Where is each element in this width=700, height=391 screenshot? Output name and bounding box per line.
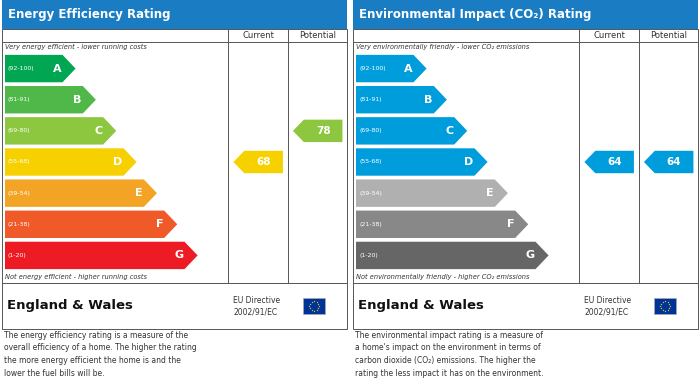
Text: (92-100): (92-100) (8, 66, 34, 71)
Text: F: F (507, 219, 514, 229)
Text: Potential: Potential (299, 31, 336, 40)
Text: Current: Current (242, 31, 274, 40)
Polygon shape (5, 211, 177, 238)
Text: C: C (445, 126, 453, 136)
Text: (21-38): (21-38) (359, 222, 382, 227)
Text: 78: 78 (316, 126, 330, 136)
Text: E: E (486, 188, 493, 198)
Text: (81-91): (81-91) (8, 97, 31, 102)
Polygon shape (356, 86, 447, 113)
Text: Energy Efficiency Rating: Energy Efficiency Rating (8, 8, 171, 21)
Text: E: E (135, 188, 143, 198)
Text: 64: 64 (667, 157, 681, 167)
Text: (39-54): (39-54) (8, 191, 31, 196)
Bar (2, 0, 347, 29)
Polygon shape (644, 151, 694, 173)
Text: (92-100): (92-100) (359, 66, 386, 71)
Text: C: C (94, 126, 102, 136)
Text: B: B (74, 95, 82, 105)
Polygon shape (356, 179, 508, 207)
Text: (55-68): (55-68) (8, 160, 31, 165)
Text: EU Directive
2002/91/EC: EU Directive 2002/91/EC (233, 296, 280, 316)
Text: The environmental impact rating is a measure of
a home's impact on the environme: The environmental impact rating is a mea… (355, 331, 543, 377)
Polygon shape (584, 151, 634, 173)
Text: (81-91): (81-91) (359, 97, 382, 102)
Polygon shape (356, 55, 426, 82)
Text: (39-54): (39-54) (359, 191, 382, 196)
Text: (1-20): (1-20) (359, 253, 378, 258)
Text: Not energy efficient - higher running costs: Not energy efficient - higher running co… (5, 274, 147, 280)
Bar (353, 0, 698, 29)
Polygon shape (5, 148, 136, 176)
Text: England & Wales: England & Wales (7, 300, 133, 312)
Text: 64: 64 (608, 157, 622, 167)
Text: (69-80): (69-80) (359, 128, 382, 133)
Polygon shape (5, 117, 116, 145)
Polygon shape (5, 179, 157, 207)
Bar (353, 29, 698, 283)
Bar (2, 283, 347, 329)
Text: A: A (404, 64, 412, 74)
Text: Very environmentally friendly - lower CO₂ emissions: Very environmentally friendly - lower CO… (356, 44, 529, 50)
Text: (69-80): (69-80) (8, 128, 31, 133)
Polygon shape (233, 151, 283, 173)
Text: 68: 68 (256, 157, 271, 167)
Text: G: G (526, 250, 535, 260)
Text: The energy efficiency rating is a measure of the
overall efficiency of a home. T: The energy efficiency rating is a measur… (4, 331, 197, 377)
Text: EU Directive
2002/91/EC: EU Directive 2002/91/EC (584, 296, 631, 316)
Polygon shape (356, 148, 488, 176)
Text: D: D (113, 157, 122, 167)
Bar (353, 283, 698, 329)
Text: England & Wales: England & Wales (358, 300, 484, 312)
Text: A: A (53, 64, 62, 74)
Text: B: B (424, 95, 433, 105)
Text: Environmental Impact (CO₂) Rating: Environmental Impact (CO₂) Rating (359, 8, 592, 21)
Text: (21-38): (21-38) (8, 222, 31, 227)
Text: G: G (174, 250, 183, 260)
Polygon shape (5, 55, 76, 82)
Polygon shape (356, 242, 549, 269)
Text: (1-20): (1-20) (8, 253, 27, 258)
Polygon shape (356, 211, 528, 238)
Text: (55-68): (55-68) (359, 160, 382, 165)
Bar (654, 298, 676, 314)
Bar (303, 298, 326, 314)
Text: Potential: Potential (650, 31, 687, 40)
Polygon shape (5, 242, 197, 269)
Text: Very energy efficient - lower running costs: Very energy efficient - lower running co… (5, 44, 147, 50)
Text: Current: Current (593, 31, 625, 40)
Text: D: D (464, 157, 473, 167)
Polygon shape (356, 117, 467, 145)
Polygon shape (293, 120, 342, 142)
Text: F: F (155, 219, 163, 229)
Polygon shape (5, 86, 96, 113)
Text: Not environmentally friendly - higher CO₂ emissions: Not environmentally friendly - higher CO… (356, 274, 529, 280)
Bar (2, 29, 347, 283)
